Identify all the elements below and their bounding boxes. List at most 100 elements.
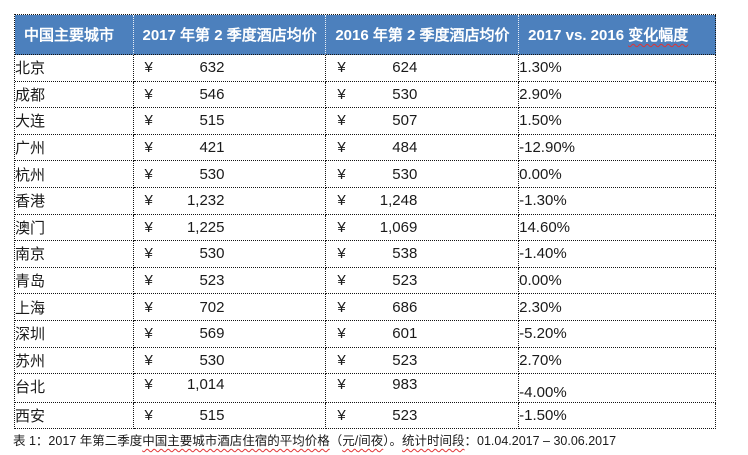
- money-value: ¥624: [326, 59, 518, 76]
- money-value: ¥523: [326, 352, 518, 369]
- text-segment: 中国主要城市: [24, 27, 115, 44]
- money-value: ¥523: [326, 272, 518, 289]
- column-header-price-2016: 2016 年第 2 季度酒店均价: [326, 15, 520, 55]
- price-2017-cell: ¥515: [133, 108, 327, 135]
- price-amount: 523: [199, 272, 225, 290]
- money-value: ¥1,248: [326, 192, 518, 209]
- money-value: ¥530: [134, 245, 326, 262]
- price-2017-cell: ¥1,232: [133, 187, 327, 215]
- price-amount: 515: [199, 407, 225, 425]
- price-2016-cell: ¥1,069: [326, 214, 520, 242]
- price-2016-cell: ¥1,248: [326, 187, 520, 215]
- change-percent-cell: 1.50%: [519, 108, 716, 135]
- table-row: 台北 ¥1,014 ¥983 -4.00%: [15, 374, 716, 403]
- price-2017-cell: ¥1,014: [133, 374, 327, 403]
- city-cell: 西安: [15, 402, 134, 430]
- price-amount: 1,232: [186, 192, 225, 210]
- city-cell: 大连: [15, 108, 134, 135]
- city-cell: 台北: [15, 374, 134, 403]
- price-amount: 538: [392, 245, 418, 263]
- price-2017-cell: ¥530: [133, 241, 327, 268]
- yen-symbol: ¥: [144, 139, 153, 157]
- price-2016-cell: ¥983: [326, 374, 520, 403]
- change-percent-cell: 14.60%: [519, 214, 716, 242]
- yen-symbol: ¥: [144, 298, 153, 316]
- change-percent-cell: 2.90%: [519, 81, 716, 109]
- money-value: ¥515: [134, 407, 326, 424]
- money-value: ¥601: [326, 325, 518, 342]
- price-2016-cell: ¥686: [326, 294, 520, 321]
- text-segment: 2016 年第 2 季度酒店均价: [335, 27, 510, 44]
- money-value: ¥1,069: [326, 219, 518, 236]
- city-cell: 青岛: [15, 267, 134, 295]
- change-percent-cell: 2.70%: [519, 347, 716, 375]
- yen-symbol: ¥: [337, 407, 346, 425]
- price-amount: 507: [392, 112, 418, 130]
- change-percent-cell: -1.30%: [519, 187, 716, 215]
- yen-symbol: ¥: [337, 112, 346, 130]
- money-value: ¥484: [326, 139, 518, 156]
- table-row: 大连 ¥515 ¥507 1.50%: [15, 108, 716, 135]
- city-cell: 香港: [15, 187, 134, 215]
- yen-symbol: ¥: [144, 325, 153, 343]
- price-2017-cell: ¥421: [133, 134, 327, 162]
- city-cell: 澳门: [15, 214, 134, 242]
- hotel-price-table: 中国主要城市 2017 年第 2 季度酒店均价 2016 年第 2 季度酒店均价 20…: [14, 14, 716, 430]
- text-segment: 表 1：2017 年第二季度: [13, 434, 143, 448]
- yen-symbol: ¥: [337, 245, 346, 263]
- money-value: ¥523: [134, 272, 326, 289]
- table-row: 西安 ¥515 ¥523 -1.50%: [15, 402, 716, 430]
- yen-symbol: ¥: [144, 218, 153, 236]
- price-2017-cell: ¥632: [133, 55, 327, 82]
- price-amount: 1,248: [379, 192, 418, 210]
- price-amount: 484: [392, 139, 418, 157]
- money-value: ¥538: [326, 245, 518, 262]
- money-value: ¥523: [326, 407, 518, 424]
- price-amount: 530: [199, 245, 225, 263]
- table-row: 青岛 ¥523 ¥523 0.00%: [15, 267, 716, 295]
- text-segment: ）。: [383, 434, 402, 448]
- price-2017-cell: ¥569: [133, 320, 327, 348]
- price-amount: 1,225: [186, 218, 225, 236]
- yen-symbol: ¥: [337, 218, 346, 236]
- yen-symbol: ¥: [337, 59, 346, 77]
- table-row: 广州 ¥421 ¥484 -12.90%: [15, 134, 716, 162]
- text-segment: （: [329, 434, 343, 448]
- yen-symbol: ¥: [337, 325, 346, 343]
- yen-symbol: ¥: [337, 139, 346, 157]
- price-amount: 1,069: [379, 218, 418, 236]
- price-amount: 530: [392, 165, 418, 183]
- price-2016-cell: ¥601: [326, 320, 520, 348]
- yen-symbol: ¥: [337, 85, 346, 103]
- price-2017-cell: ¥515: [133, 402, 327, 430]
- price-amount: 702: [199, 298, 225, 316]
- price-amount: 632: [199, 59, 225, 77]
- price-amount: 530: [199, 165, 225, 183]
- price-amount: 530: [392, 85, 418, 103]
- price-2017-cell: ¥530: [133, 161, 327, 188]
- change-percent-cell: -1.40%: [519, 241, 716, 268]
- price-amount: 523: [392, 272, 418, 290]
- table-row: 澳门 ¥1,225 ¥1,069 14.60%: [15, 214, 716, 242]
- price-amount: 1,014: [186, 376, 225, 394]
- price-amount: 515: [199, 112, 225, 130]
- money-value: ¥632: [134, 59, 326, 76]
- money-value: ¥686: [326, 299, 518, 316]
- city-cell: 深圳: [15, 320, 134, 348]
- money-value: ¥421: [134, 139, 326, 156]
- money-value: ¥515: [134, 112, 326, 129]
- yen-symbol: ¥: [144, 59, 153, 77]
- yen-symbol: ¥: [144, 351, 153, 369]
- price-2017-cell: ¥523: [133, 267, 327, 295]
- header-row: 中国主要城市 2017 年第 2 季度酒店均价 2016 年第 2 季度酒店均价 20…: [15, 15, 716, 55]
- price-2016-cell: ¥507: [326, 108, 520, 135]
- text-segment: 2017 vs. 2016: [528, 27, 629, 44]
- yen-symbol: ¥: [144, 165, 153, 183]
- yen-symbol: ¥: [144, 272, 153, 290]
- price-amount: 546: [199, 85, 225, 103]
- city-cell: 南京: [15, 241, 134, 268]
- money-value: ¥1,232: [134, 192, 326, 209]
- table-caption: 表 1：2017 年第二季度中国主要城市酒店住宿的平均价格（元/间夜）。统计时间…: [13, 431, 743, 451]
- text-segment: 2017 年第 2 季度酒店均价: [142, 27, 317, 44]
- yen-symbol: ¥: [144, 245, 153, 263]
